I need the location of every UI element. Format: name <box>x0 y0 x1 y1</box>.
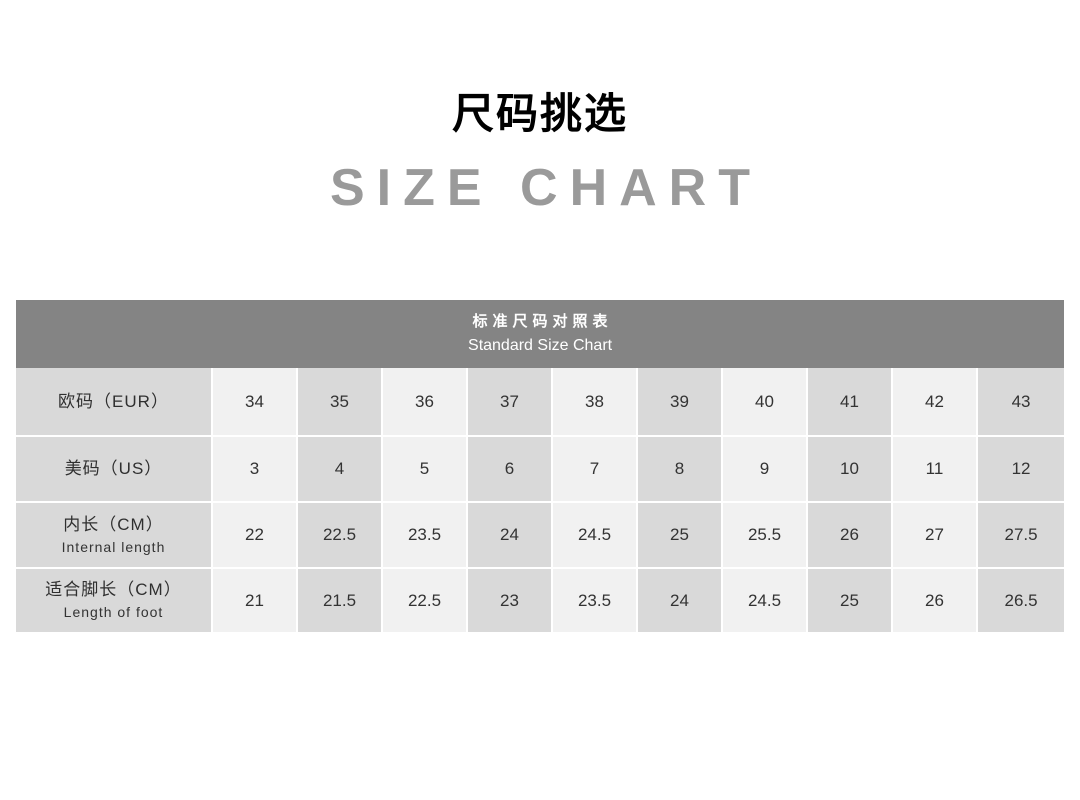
cell-us-9: 12 <box>975 436 1065 503</box>
cell-us-4: 7 <box>551 436 637 503</box>
cell-internal-length-7: 26 <box>806 502 892 569</box>
cell-length-of-foot-8: 26 <box>891 568 977 632</box>
row-label-length-of-foot-english: Length of foot <box>63 604 164 620</box>
cell-length-of-foot-9: 26.5 <box>975 568 1065 632</box>
table-body: 欧码（EUR） 34 35 36 37 38 39 40 41 42 43 美码… <box>16 368 1065 632</box>
cell-us-8: 11 <box>891 436 977 503</box>
standard-size-chart-table: 标准尺码对照表 Standard Size Chart 欧码（EUR） 34 3… <box>16 300 1065 632</box>
table-header: 标准尺码对照表 Standard Size Chart <box>16 300 1065 368</box>
cell-internal-length-0: 22 <box>211 502 297 569</box>
table-header-english: Standard Size Chart <box>468 337 613 354</box>
row-label-length-of-foot-chinese: 适合脚长（CM） <box>45 580 182 599</box>
row-label-us: 美码（US） <box>16 436 212 503</box>
table-row-length-of-foot: 适合脚长（CM） Length of foot 21 21.5 22.5 23 … <box>16 568 1065 632</box>
cell-eur-1: 35 <box>296 368 382 437</box>
cell-us-7: 10 <box>806 436 892 503</box>
row-label-internal-length-chinese: 内长（CM） <box>63 514 164 534</box>
cell-eur-2: 36 <box>381 368 467 437</box>
cell-us-2: 5 <box>381 436 467 503</box>
cell-length-of-foot-6: 24.5 <box>721 568 807 632</box>
row-label-us-chinese: 美码（US） <box>64 459 163 478</box>
cell-internal-length-3: 24 <box>466 502 552 569</box>
cell-eur-7: 41 <box>806 368 892 437</box>
cell-internal-length-4: 24.5 <box>551 502 637 569</box>
page-title-chinese: 尺码挑选 <box>451 90 628 137</box>
table-row-eur: 欧码（EUR） 34 35 36 37 38 39 40 41 42 43 <box>16 368 1065 437</box>
cell-length-of-foot-3: 23 <box>466 568 552 632</box>
cell-internal-length-9: 27.5 <box>975 502 1065 569</box>
cell-length-of-foot-5: 24 <box>636 568 722 632</box>
cell-length-of-foot-7: 25 <box>806 568 892 632</box>
table-header-cell: 标准尺码对照表 Standard Size Chart <box>16 300 1065 368</box>
table-header-chinese: 标准尺码对照表 <box>472 313 613 330</box>
cell-internal-length-8: 27 <box>891 502 977 569</box>
page-title-english: SIZE CHART <box>330 159 762 217</box>
cell-eur-8: 42 <box>891 368 977 437</box>
cell-eur-6: 40 <box>721 368 807 437</box>
cell-length-of-foot-0: 21 <box>211 568 297 632</box>
cell-length-of-foot-2: 22.5 <box>381 568 467 632</box>
row-label-length-of-foot: 适合脚长（CM） Length of foot <box>16 568 212 632</box>
cell-us-6: 9 <box>721 436 807 503</box>
cell-length-of-foot-1: 21.5 <box>296 568 382 632</box>
cell-us-5: 8 <box>636 436 722 503</box>
cell-eur-4: 38 <box>551 368 637 437</box>
cell-us-3: 6 <box>466 436 552 503</box>
cell-eur-9: 43 <box>975 368 1065 437</box>
page-title-block: 尺码挑选 SIZE CHART <box>0 86 1080 220</box>
table-row-us: 美码（US） 3 4 5 6 7 8 9 10 11 12 <box>16 436 1065 503</box>
cell-us-1: 4 <box>296 436 382 503</box>
cell-internal-length-2: 23.5 <box>381 502 467 569</box>
cell-length-of-foot-4: 23.5 <box>551 568 637 632</box>
cell-eur-5: 39 <box>636 368 722 437</box>
row-label-eur-chinese: 欧码（EUR） <box>58 391 169 411</box>
cell-eur-0: 34 <box>211 368 297 437</box>
row-label-internal-length: 内长（CM） Internal length <box>16 502 212 569</box>
cell-eur-3: 37 <box>466 368 552 437</box>
row-label-eur: 欧码（EUR） <box>16 368 212 437</box>
cell-internal-length-6: 25.5 <box>721 502 807 569</box>
cell-internal-length-5: 25 <box>636 502 722 569</box>
row-label-internal-length-english: Internal length <box>61 538 166 555</box>
cell-us-0: 3 <box>211 436 297 503</box>
table-row-internal-length: 内长（CM） Internal length 22 22.5 23.5 24 2… <box>16 502 1065 569</box>
cell-internal-length-1: 22.5 <box>296 502 382 569</box>
